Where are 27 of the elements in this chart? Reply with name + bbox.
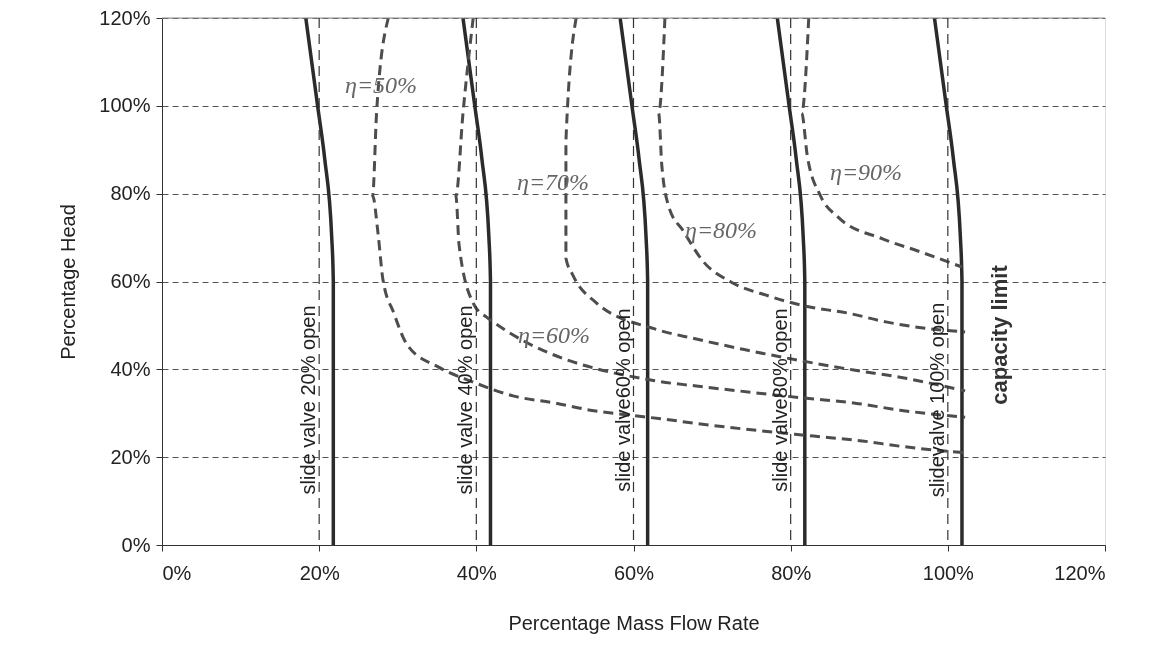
y-axis-title: Percentage Head	[57, 204, 80, 360]
x-tick-label: 0%	[162, 561, 192, 584]
y-tick-label: 40%	[110, 357, 151, 380]
y-tick-label: 20%	[110, 445, 151, 468]
annotation: η=70%	[517, 169, 590, 195]
y-tick-label: 0%	[121, 533, 151, 556]
annotation: capacity limit	[987, 264, 1012, 405]
ref-line-label: slidevalve 100% open	[925, 302, 948, 498]
y-tick-label: 100%	[99, 94, 151, 117]
annotation: η=50%	[345, 72, 418, 98]
x-axis-title: Percentage Mass Flow Rate	[508, 611, 760, 634]
ref-line-label: slide valve80% open	[768, 308, 791, 492]
y-tick-label: 60%	[110, 270, 151, 292]
y-tick-label: 120%	[99, 6, 151, 29]
x-tick-label: 80%	[771, 561, 812, 584]
y-tick-label: 80%	[110, 182, 151, 205]
annotation: η=80%	[685, 217, 758, 243]
x-tick-label: 60%	[613, 561, 655, 584]
x-tick-label: 20%	[299, 561, 340, 584]
ref-line-label: slide valve 20% open	[297, 305, 320, 495]
annotation: η=90%	[830, 159, 903, 185]
ref-line-label: slide valve 40% open	[454, 305, 477, 495]
annotation: η=60%	[518, 322, 591, 348]
x-tick-label: 120%	[1054, 561, 1106, 584]
ref-line-label: slide valve60% open	[611, 308, 634, 492]
x-tick-label: 100%	[922, 561, 975, 584]
x-tick-label: 40%	[456, 561, 498, 584]
